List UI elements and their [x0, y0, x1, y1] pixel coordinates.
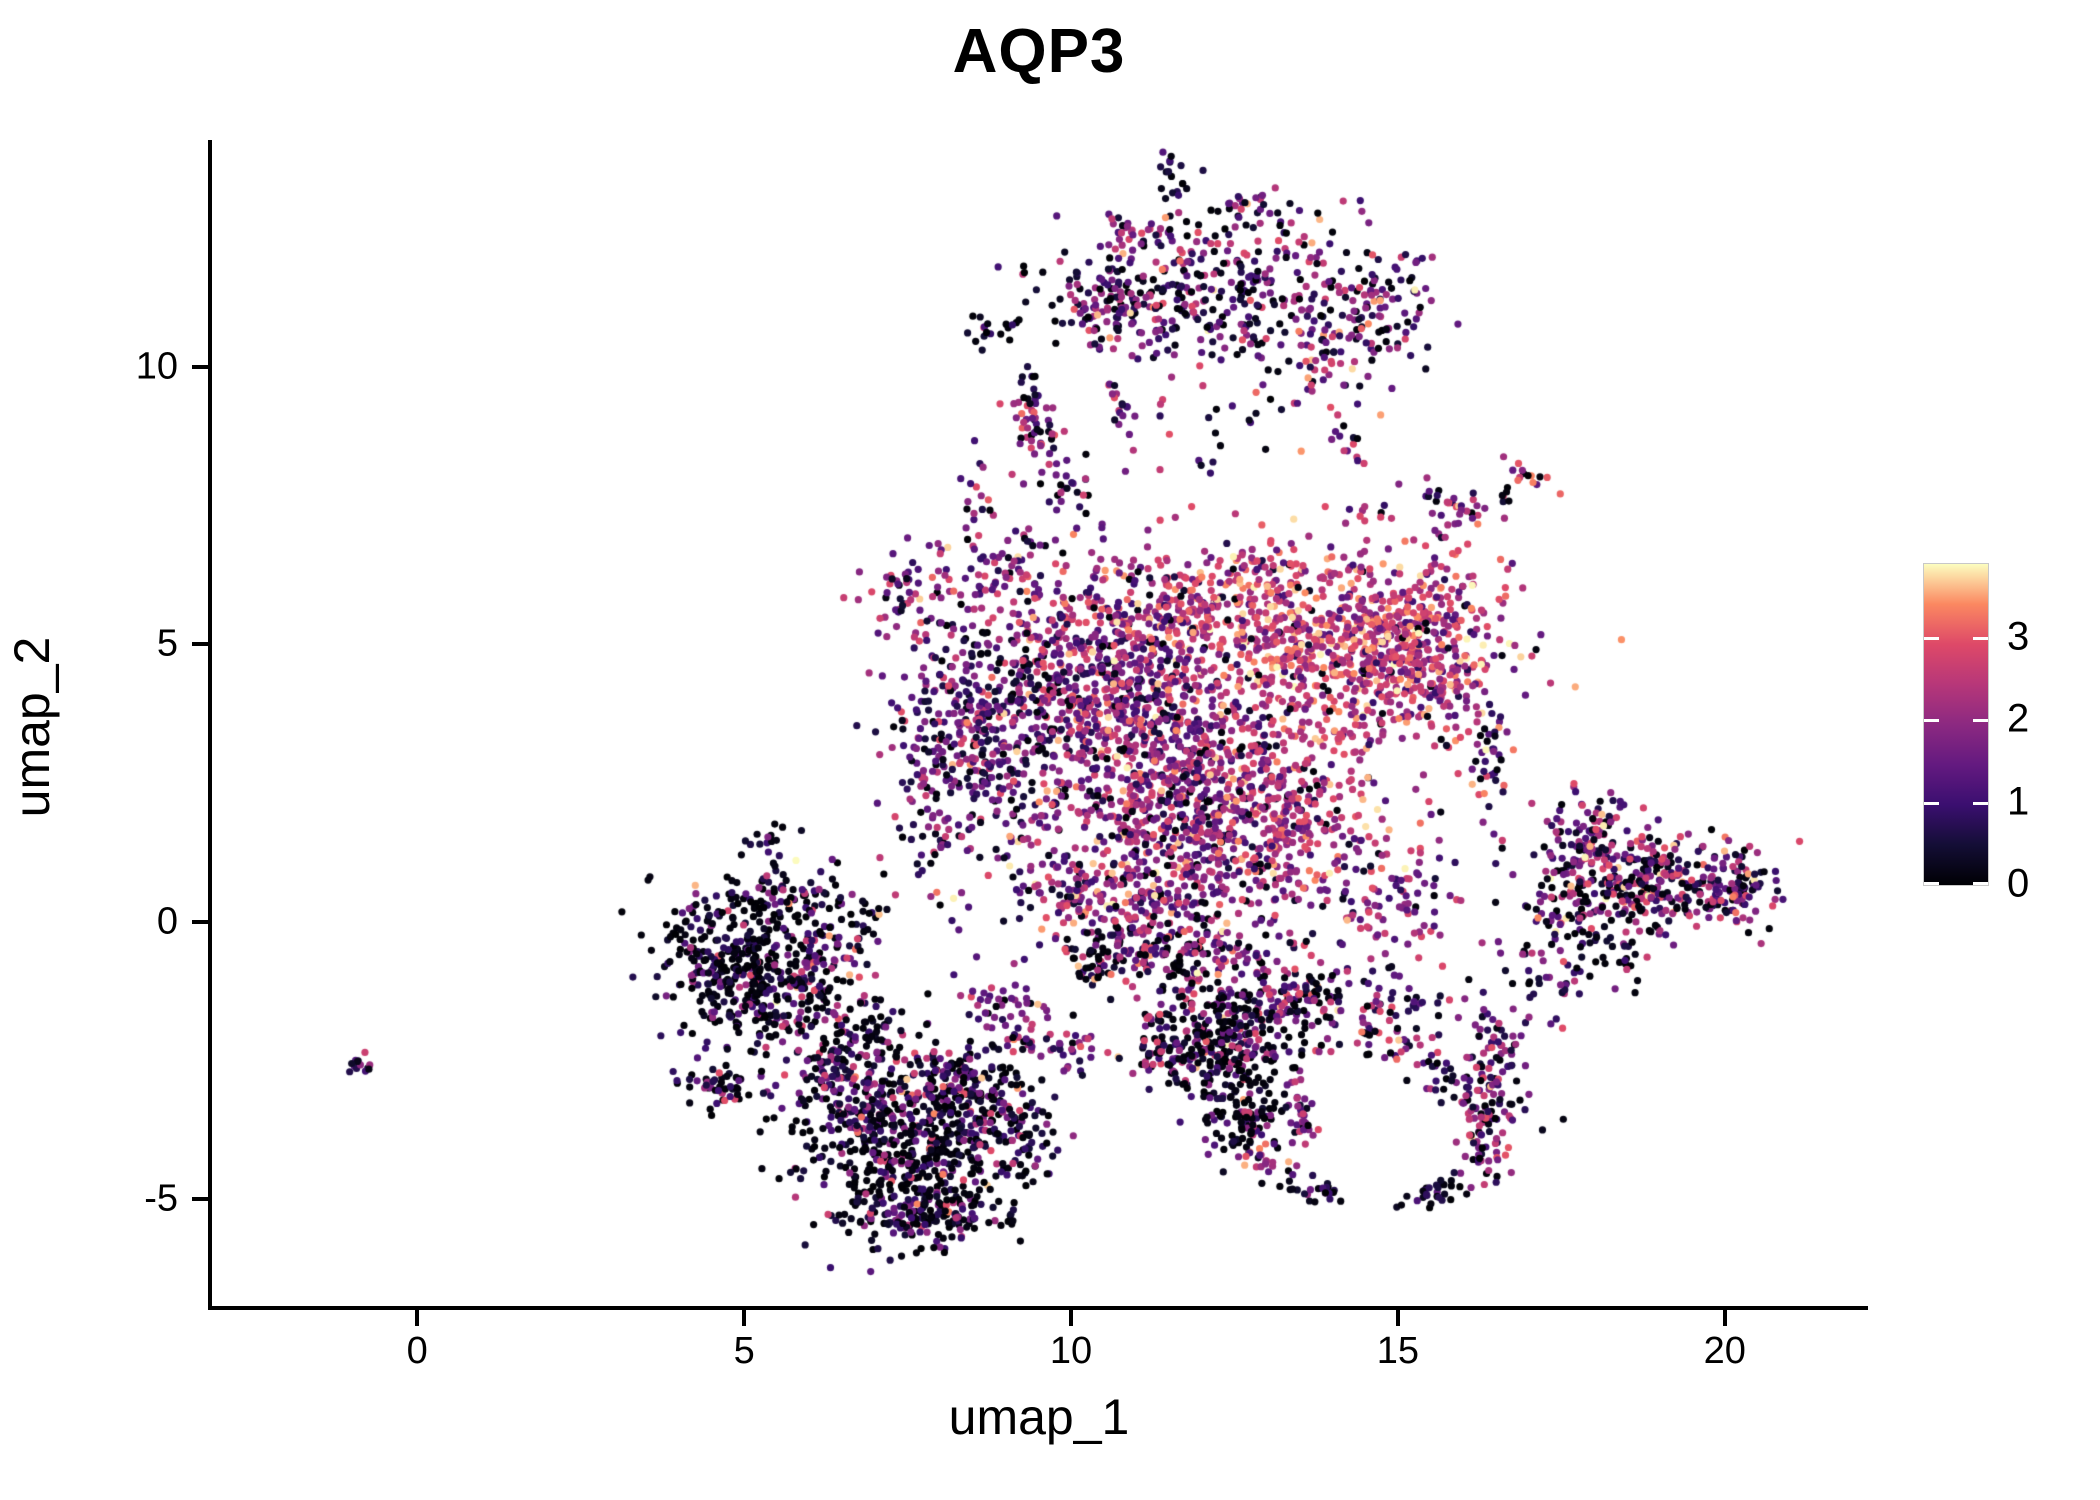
- colorbar-tick-notch: [1973, 719, 1988, 723]
- x-tick-mark: [742, 1310, 747, 1326]
- figure-title: AQP3: [952, 17, 1126, 86]
- expression-colorbar: [1923, 563, 1989, 886]
- x-tick-mark: [415, 1310, 420, 1326]
- x-tick-label: 15: [1376, 1330, 1420, 1372]
- x-tick-mark: [1069, 1310, 1074, 1326]
- y-tick-mark: [192, 642, 208, 647]
- y-tick-mark: [192, 364, 208, 369]
- y-tick-label: 10: [135, 345, 178, 388]
- x-axis-label: umap_1: [948, 1389, 1130, 1445]
- colorbar-tick-label: 0: [2007, 861, 2030, 906]
- colorbar-tick-notch: [1973, 801, 1988, 805]
- x-axis-line: [208, 1306, 1868, 1310]
- y-tick-label: -5: [144, 1177, 178, 1220]
- colorbar-tick-label: 2: [2007, 696, 2030, 741]
- y-axis-label: umap_2: [4, 636, 60, 818]
- colorbar-tick-notch: [1924, 719, 1939, 723]
- colorbar-tick-label: 1: [2007, 779, 2030, 824]
- colorbar-tick-notch: [1973, 882, 1988, 885]
- colorbar-tick-notch: [1973, 637, 1988, 641]
- y-tick-label: 0: [156, 900, 178, 943]
- colorbar-tick-label: 3: [2007, 614, 2030, 659]
- colorbar-tick-notch: [1924, 801, 1939, 805]
- umap-scatter-canvas: [210, 140, 1868, 1306]
- y-tick-mark: [192, 919, 208, 924]
- x-tick-label: 20: [1703, 1330, 1746, 1372]
- x-tick-label: 5: [733, 1330, 755, 1372]
- plot-area: [210, 140, 1868, 1306]
- x-tick-mark: [1722, 1310, 1727, 1326]
- y-tick-mark: [192, 1197, 208, 1202]
- colorbar-tick-notch: [1924, 637, 1939, 641]
- colorbar-tick-notch: [1924, 882, 1939, 885]
- y-tick-label: 5: [156, 622, 178, 665]
- x-tick-label: 0: [406, 1330, 428, 1372]
- x-tick-mark: [1395, 1310, 1400, 1326]
- x-tick-label: 10: [1049, 1330, 1093, 1372]
